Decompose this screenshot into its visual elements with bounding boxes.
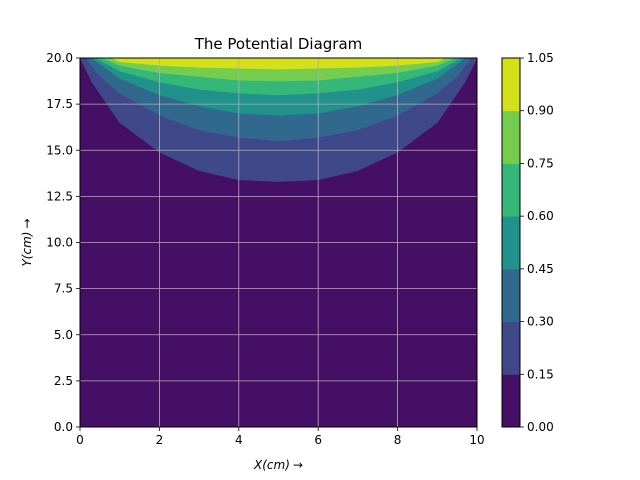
colorbar-band-0 <box>502 374 520 428</box>
x-tick-label: 4 <box>235 433 243 447</box>
colorbar-tick-label: 0.75 <box>527 156 554 170</box>
colorbar-band-2 <box>502 268 520 323</box>
colorbar-tick-label: 0.60 <box>527 209 554 223</box>
y-tick-label: 20.0 <box>46 51 73 65</box>
y-tick-label: 0.0 <box>54 420 73 434</box>
colorbar-ticks: 0.00 0.15 0.30 0.45 0.60 0.75 0.90 1.05 <box>520 51 554 434</box>
y-tick-label: 2.5 <box>54 374 73 388</box>
colorbar-tick-label: 0.90 <box>527 104 554 118</box>
y-axis-label-arrow: → <box>20 218 34 228</box>
colorbar-band-1 <box>502 321 520 375</box>
contour-region-0.90 <box>80 58 477 70</box>
y-tick-label: 10.0 <box>46 236 73 250</box>
x-tick-label: 10 <box>469 433 484 447</box>
x-axis-label: X(cm) → <box>253 458 303 472</box>
y-axis-label-var: Y <box>20 258 34 267</box>
y-tick-label: 7.5 <box>54 282 73 296</box>
x-tick-label: 6 <box>314 433 322 447</box>
x-tick-label: 0 <box>76 433 84 447</box>
chart-title: The Potential Diagram <box>194 35 363 53</box>
y-tick-label: 5.0 <box>54 328 73 342</box>
colorbar-band-3 <box>502 216 520 270</box>
colorbar-tick-label: 1.05 <box>527 51 554 65</box>
colorbar-band-4 <box>502 163 520 217</box>
x-tick-label: 2 <box>156 433 164 447</box>
colorbar: 0.00 0.15 0.30 0.45 0.60 0.75 0.90 1.05 <box>501 51 554 434</box>
colorbar-band-5 <box>502 110 520 164</box>
colorbar-bands <box>502 58 520 428</box>
y-tick-label: 15.0 <box>46 143 73 157</box>
y-tick-label: 12.5 <box>46 189 73 203</box>
contour-fills <box>80 58 477 182</box>
colorbar-tick-label: 0.45 <box>527 262 554 276</box>
x-tick-label: 8 <box>394 433 402 447</box>
plot-area: 0 2 4 6 8 10 0.0 2.5 5.0 7.5 10.0 12.5 15.0 17.5 20.0 <box>46 51 484 447</box>
colorbar-tick-label: 0.15 <box>527 367 554 381</box>
colorbar-tick-label: 0.30 <box>527 315 554 329</box>
y-tick-label: 17.5 <box>46 97 73 111</box>
x-axis-label-var: X <box>253 458 263 472</box>
colorbar-band-6 <box>502 58 520 112</box>
y-axis-ticks: 0.0 2.5 5.0 7.5 10.0 12.5 15.0 17.5 20.0 <box>46 51 80 434</box>
colorbar-tick-label: 0.00 <box>527 420 554 434</box>
colorbar-frame <box>501 57 521 428</box>
y-axis-label-unit: (cm) <box>20 232 34 260</box>
y-axis-label: Y(cm) → <box>20 218 34 266</box>
x-axis-ticks: 0 2 4 6 8 10 <box>76 427 485 447</box>
x-axis-label-unit: (cm) <box>262 458 290 472</box>
x-axis-label-arrow: → <box>293 458 303 472</box>
